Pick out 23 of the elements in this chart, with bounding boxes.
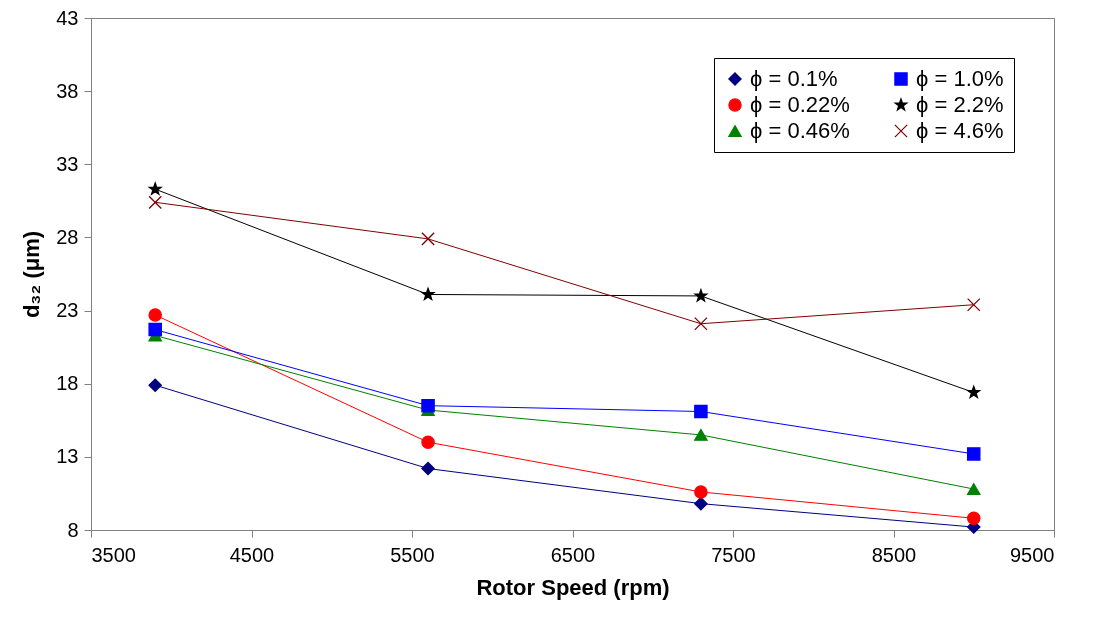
x-tick-label: 7500 (711, 543, 756, 566)
x-tick-label: 6500 (550, 543, 596, 566)
y-tick-label: 28 (56, 225, 79, 248)
legend-label: ϕ = 0.1% (750, 66, 838, 91)
y-tick-label: 18 (56, 372, 79, 395)
x-axis-title: Rotor Speed (rpm) (476, 574, 670, 600)
legend-label: ϕ = 4.6% (916, 118, 1004, 143)
x-tick-label: 5500 (390, 543, 435, 566)
legend-label: ϕ = 1.0% (916, 66, 1004, 91)
y-axis-title: d₃₂ (μm) (19, 230, 45, 319)
y-tick-label: 8 (67, 518, 79, 541)
y-tick-label: 13 (56, 445, 79, 468)
y-tick-label: 43 (56, 6, 79, 29)
x-tick-label: 3500 (91, 543, 136, 566)
legend-label: ϕ = 2.2% (916, 92, 1004, 117)
x-tick-label: 8500 (871, 543, 917, 566)
y-tick-label: 38 (56, 79, 79, 102)
legend-label: ϕ = 0.22% (750, 92, 850, 117)
x-tick-label: 4500 (229, 543, 275, 566)
x-tick-label: 9500 (1010, 543, 1055, 566)
y-tick-label: 33 (56, 152, 79, 175)
legend-label: ϕ = 0.46% (750, 118, 850, 143)
y-tick-label: 23 (56, 299, 79, 322)
